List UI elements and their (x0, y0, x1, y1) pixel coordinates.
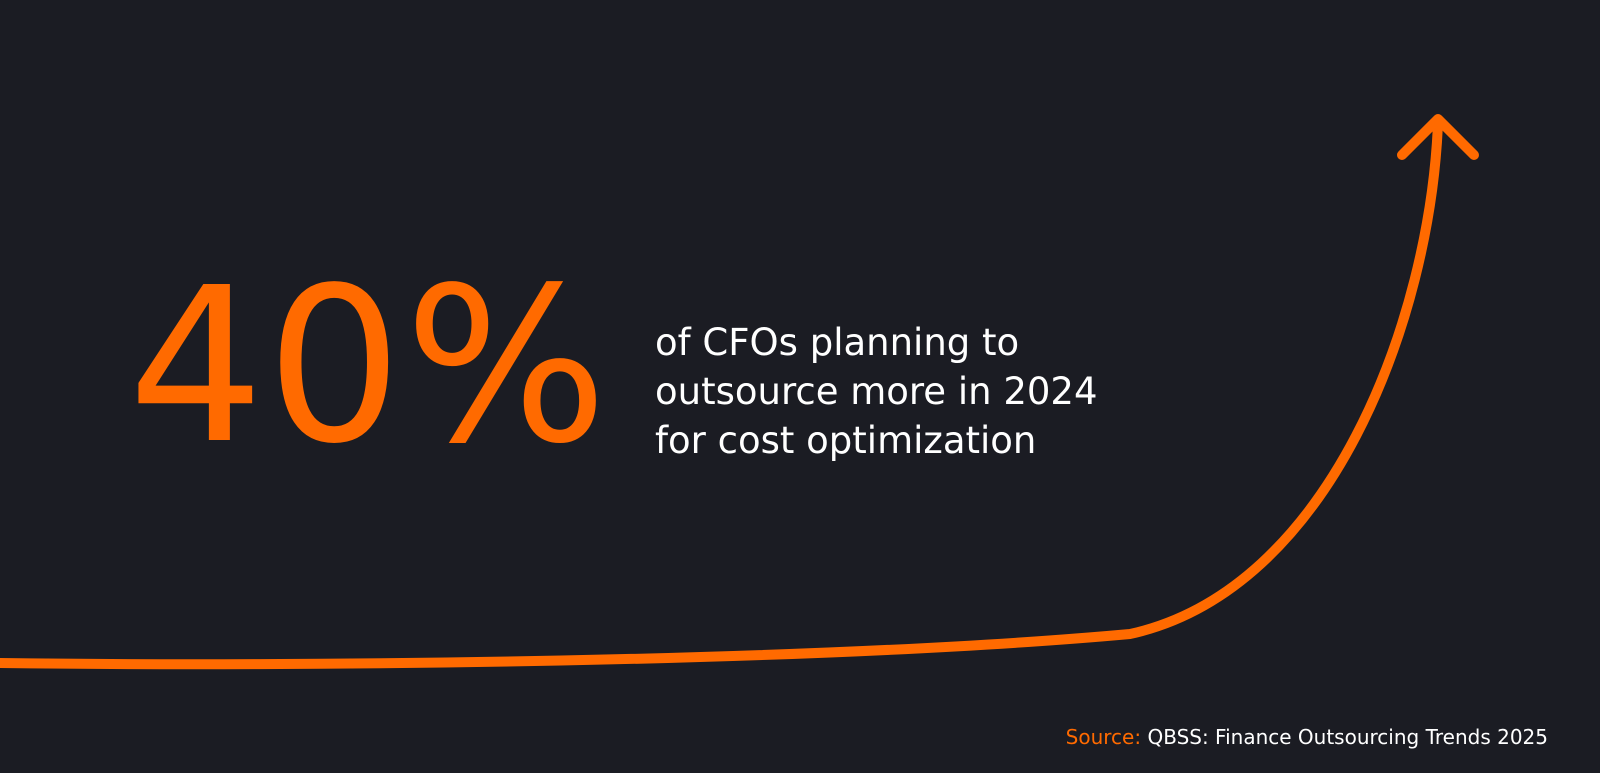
arrow-head (1397, 114, 1479, 160)
stat-percentage: 40% (128, 242, 610, 491)
stat-caption: of CFOs planning to outsource more in 20… (655, 318, 1175, 465)
source-label: Source: (1065, 725, 1142, 749)
trend-curve (0, 118, 1443, 670)
source-text: QBSS: Finance Outsourcing Trends 2025 (1147, 725, 1548, 749)
source-citation: Source: QBSS: Finance Outsourcing Trends… (1066, 723, 1548, 751)
stat-caption-line: outsource more in 2024 (655, 370, 1098, 413)
stat-caption-line: for cost optimization (655, 419, 1037, 462)
stat-caption-line: of CFOs planning to (655, 321, 1020, 364)
